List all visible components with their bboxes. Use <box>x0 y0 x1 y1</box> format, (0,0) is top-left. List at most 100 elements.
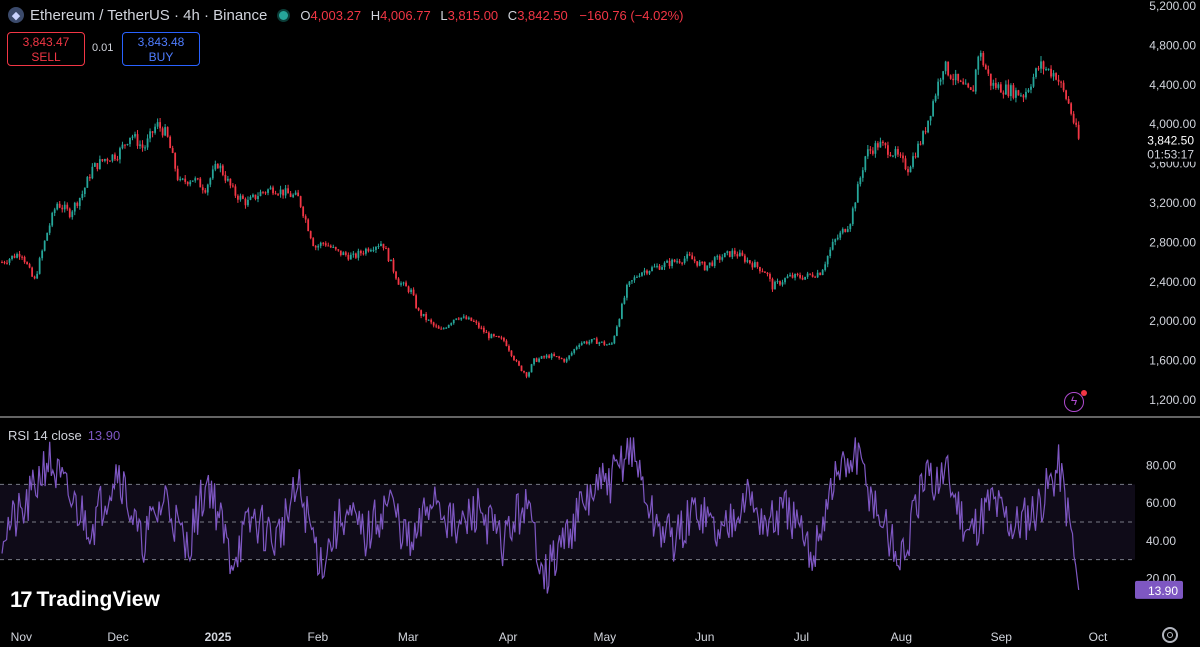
candle-body <box>1070 103 1073 114</box>
candle-body <box>691 255 694 260</box>
candle-body <box>595 338 598 344</box>
rsi-legend[interactable]: RSI 14 close 13.90 <box>8 428 120 443</box>
candle-body <box>129 137 131 145</box>
open-label: O <box>300 7 311 23</box>
candle-body <box>304 216 307 220</box>
candle-body <box>590 339 593 342</box>
candle-body <box>126 144 129 146</box>
candle-body <box>686 254 689 259</box>
candle-body <box>420 310 423 316</box>
candle-body <box>733 250 736 255</box>
candle-body <box>748 260 751 264</box>
candle-body <box>676 261 679 263</box>
candle-body <box>109 160 111 162</box>
candle-body <box>959 80 962 82</box>
candle-body <box>743 255 746 262</box>
tradingview-logo: 17 TradingView <box>10 587 160 613</box>
candle-body <box>116 159 119 161</box>
candle-body <box>237 195 239 200</box>
candle-body <box>482 327 485 333</box>
candle-body <box>796 273 799 275</box>
candle-body <box>1040 61 1042 69</box>
candle-body <box>282 189 284 196</box>
candle-body <box>103 158 106 161</box>
candle-body <box>18 253 21 257</box>
lightning-icon[interactable]: ϟ <box>1064 390 1087 412</box>
settings-gear-icon[interactable] <box>1162 627 1178 643</box>
candle-body <box>543 356 545 358</box>
candle-body <box>239 195 242 200</box>
candle-body <box>631 280 633 282</box>
rsi-tick-label: 40.00 <box>1146 534 1176 548</box>
candle-body <box>917 143 919 158</box>
candle-body <box>801 277 804 280</box>
candle-body <box>284 188 287 196</box>
candle-body <box>415 295 417 309</box>
candle-body <box>731 250 734 257</box>
candle-body <box>367 248 370 252</box>
candle-body <box>349 254 352 260</box>
candle-body <box>794 273 796 278</box>
candle-body <box>854 202 857 209</box>
candle-body <box>332 246 335 248</box>
candle-body <box>141 144 144 148</box>
candle-body <box>673 259 676 262</box>
candle-body <box>224 174 227 181</box>
time-tick-label: Mar <box>398 630 419 644</box>
candle-body <box>106 158 109 161</box>
time-tick-label: Jun <box>695 630 714 644</box>
candle-body <box>653 266 656 268</box>
candle-body <box>287 188 290 194</box>
candle-body <box>31 267 34 277</box>
candle-body <box>513 355 515 361</box>
candle-body <box>1002 92 1005 95</box>
candle-body <box>713 257 716 266</box>
candle-body <box>761 271 764 273</box>
candle-body <box>924 131 927 133</box>
candle-body <box>1077 124 1080 139</box>
candle-body <box>98 159 101 170</box>
candle-body <box>314 246 317 248</box>
candle-body <box>111 154 114 161</box>
candle-body <box>447 324 450 328</box>
candle-body <box>518 361 520 366</box>
candle-body <box>247 199 249 206</box>
candle-body <box>460 317 463 320</box>
candle-body <box>984 65 987 70</box>
candle-body <box>861 170 864 178</box>
candle-body <box>804 276 807 280</box>
symbol-title[interactable]: Ethereum / TetherUS · 4h · Binance <box>30 6 268 24</box>
ohlc-values: O4,003.27 H4,006.77 L3,815.00 C3,842.50 … <box>300 8 683 23</box>
candle-body <box>947 61 950 76</box>
candle-body <box>51 212 54 226</box>
candle-body <box>63 204 66 210</box>
sell-label: SELL <box>31 50 61 64</box>
high-value: 4,006.77 <box>380 7 431 23</box>
candle-body <box>1037 68 1040 70</box>
candle-body <box>1055 73 1057 80</box>
candle-body <box>759 266 761 272</box>
candle-body <box>809 273 812 275</box>
buy-button[interactable]: 3,843.48 BUY <box>122 32 200 66</box>
candle-body <box>199 178 202 188</box>
candle-body <box>455 318 458 320</box>
candle-body <box>417 308 420 311</box>
close-value: 3,842.50 <box>517 7 568 23</box>
price-tick-label: 2,000.00 <box>1149 314 1196 328</box>
candle-body <box>319 242 322 246</box>
candle-body <box>646 270 648 274</box>
candle-body <box>962 81 965 85</box>
candle-body <box>746 260 749 262</box>
candle-body <box>608 343 611 345</box>
candle-body <box>821 269 824 276</box>
candle-body <box>834 239 837 242</box>
candle-body <box>671 259 673 267</box>
candle-body <box>292 194 295 197</box>
candle-body <box>540 356 543 359</box>
candle-body <box>322 242 325 244</box>
candle-body <box>999 84 1002 93</box>
sell-button[interactable]: 3,843.47 SELL <box>7 32 85 66</box>
candle-body <box>171 148 174 153</box>
candle-body <box>929 115 932 121</box>
